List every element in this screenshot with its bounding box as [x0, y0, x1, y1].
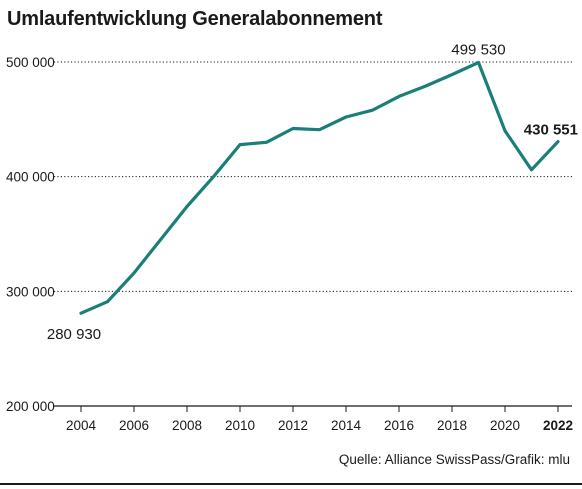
- bottom-rule: [0, 483, 582, 485]
- x-axis: 2004 2006 2008 2010 2012 2014 2016 2018 2020 2022: [54, 405, 573, 433]
- source-note: Quelle: Alliance SwissPass/Grafik: mlu: [338, 452, 570, 467]
- x-tick-label: 2006: [119, 418, 149, 433]
- y-tick-label: 400 000: [6, 170, 55, 185]
- annotations: 280 930 499 530 430 551: [47, 42, 578, 344]
- x-tick-label: 2020: [490, 418, 520, 433]
- y-tick-label: 500 000: [6, 55, 55, 70]
- value-label: 499 530: [451, 42, 505, 59]
- y-tick-label: 200 000: [6, 399, 55, 414]
- x-tick-label: 2016: [384, 418, 414, 433]
- series-line: [79, 60, 560, 315]
- value-label: 280 930: [47, 326, 101, 343]
- chart-title: Umlaufentwicklung Generalabonnement: [7, 8, 383, 30]
- value-label: 430 551: [524, 122, 578, 139]
- x-tick-label: 2010: [225, 418, 255, 433]
- x-tick-label: 2022: [543, 418, 573, 433]
- x-tick-label: 2004: [66, 418, 97, 433]
- x-tick-label: 2014: [331, 418, 362, 433]
- y-tick-label: 300 000: [6, 284, 55, 299]
- x-tick-label: 2012: [278, 418, 308, 433]
- y-axis-ticks: 500 000 400 000 300 000 200 000: [6, 55, 55, 414]
- x-tick-label: 2008: [172, 418, 202, 433]
- x-tick-label: 2018: [437, 418, 467, 433]
- series-group: [79, 60, 560, 315]
- gridlines: [54, 61, 572, 407]
